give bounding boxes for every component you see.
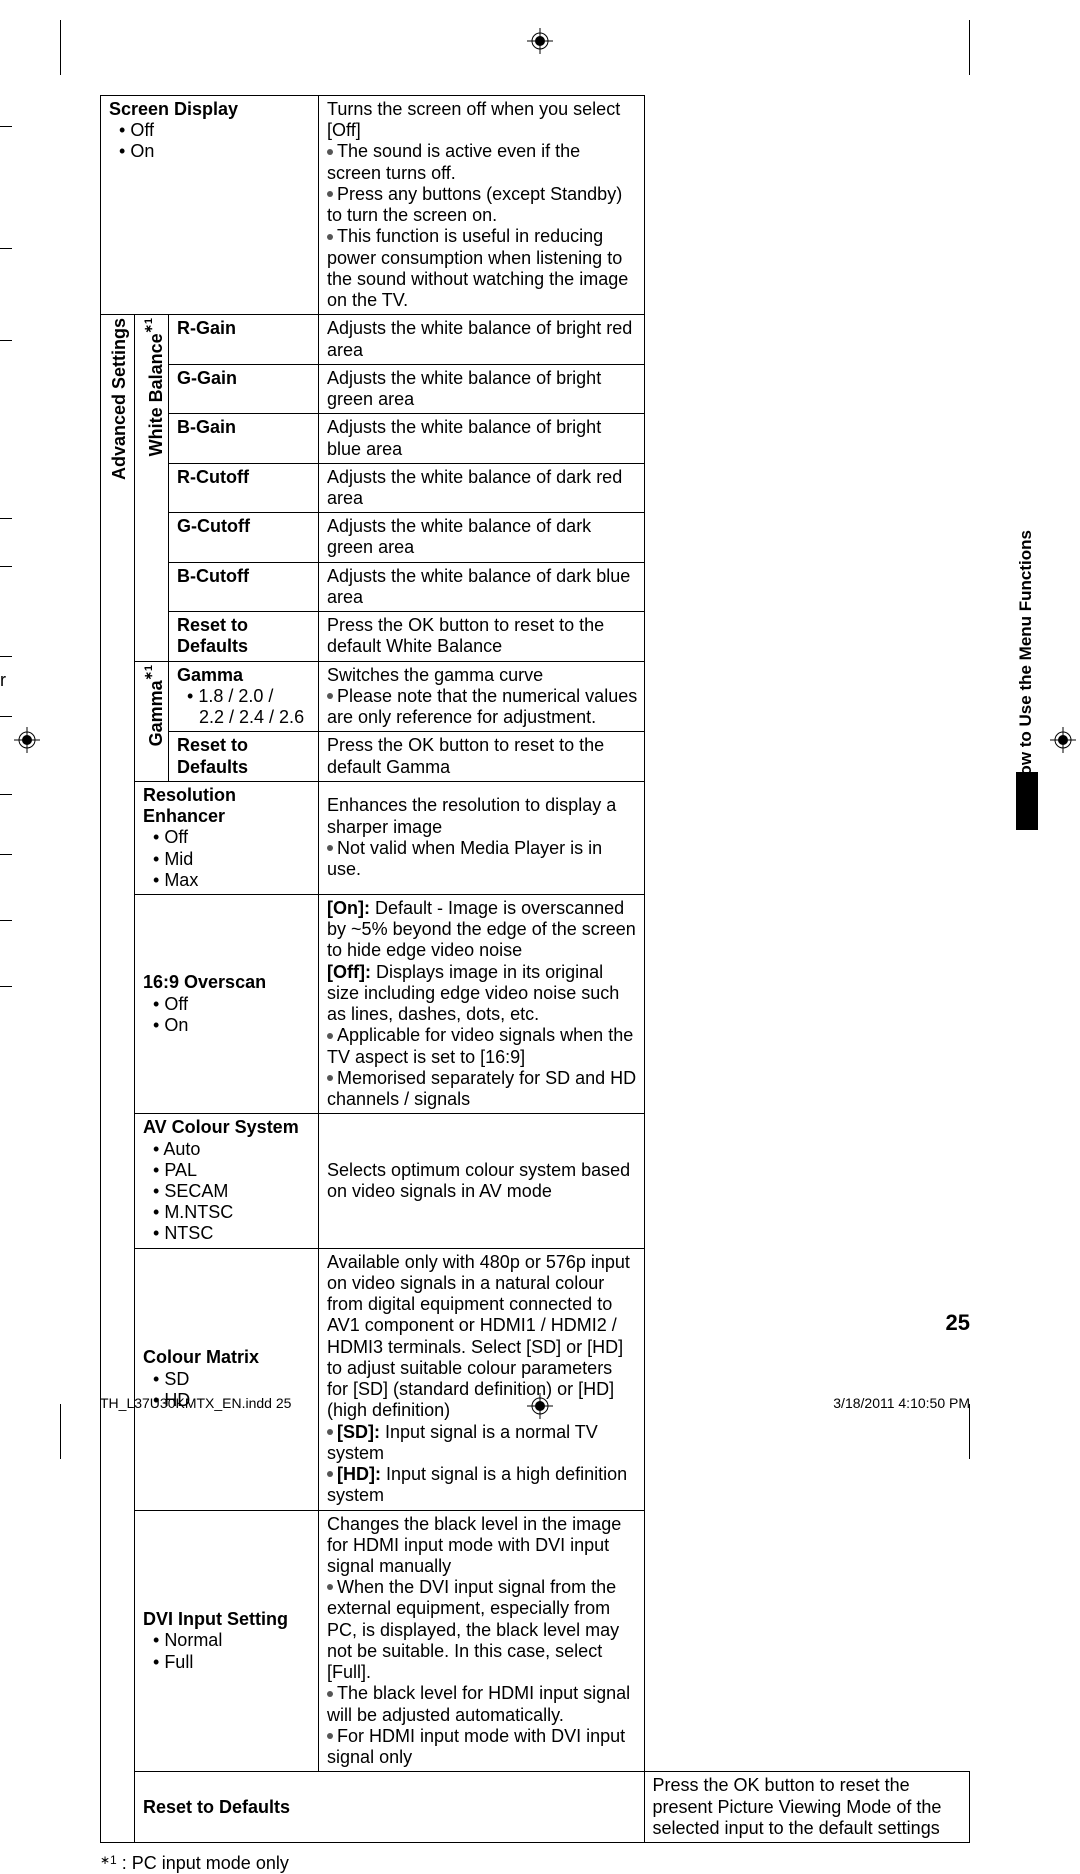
table-row: Reset to Defaults Press the OK button to… bbox=[101, 1772, 970, 1843]
table-row: G-GainAdjusts the white balance of brigh… bbox=[101, 364, 970, 413]
setting-label-cell: Screen Display OffOn bbox=[101, 96, 319, 315]
setting-label: B-Cutoff bbox=[169, 562, 319, 611]
setting-options: NormalFull bbox=[143, 1630, 312, 1672]
footer-file: TH_L37U30KMTX_EN.indd 25 bbox=[100, 1395, 291, 1411]
setting-label: R-Gain bbox=[169, 315, 319, 364]
setting-label: Reset to Defaults bbox=[169, 732, 319, 781]
setting-label-cell: Colour Matrix SDHD bbox=[135, 1248, 319, 1510]
subsection-label-vertical: White Balance∗1 bbox=[135, 315, 169, 661]
setting-desc: Adjusts the white balance of bright red … bbox=[319, 315, 644, 364]
setting-desc: Press the OK button to reset the present… bbox=[644, 1772, 969, 1843]
setting-label: DVI Input Setting bbox=[143, 1609, 288, 1629]
setting-desc-cell: Turns the screen off when you select [Of… bbox=[319, 96, 644, 315]
table-row: Advanced Settings White Balance∗1 R-Gain… bbox=[101, 315, 970, 364]
setting-label-cell: 16:9 Overscan OffOn bbox=[135, 894, 319, 1113]
setting-label: G-Gain bbox=[169, 364, 319, 413]
table-row: Resolution Enhancer OffMidMax Enhances t… bbox=[101, 781, 970, 894]
registration-mark-icon bbox=[527, 28, 553, 54]
setting-desc: Adjusts the white balance of bright gree… bbox=[319, 364, 644, 413]
setting-options: AutoPALSECAMM.NTSCNTSC bbox=[143, 1139, 312, 1245]
table-row: DVI Input Setting NormalFull Changes the… bbox=[101, 1510, 970, 1772]
registration-mark-icon bbox=[14, 727, 40, 753]
setting-label-cell: Resolution Enhancer OffMidMax bbox=[135, 781, 319, 894]
footnote: ∗1 : PC input mode only bbox=[100, 1853, 970, 1874]
setting-label: Resolution Enhancer bbox=[143, 785, 236, 826]
table-row: R-CutoffAdjusts the white balance of dar… bbox=[101, 463, 970, 512]
setting-desc: Press the OK button to reset to the defa… bbox=[319, 732, 644, 781]
crop-mark bbox=[969, 20, 970, 75]
setting-desc-cell: Enhances the resolution to display a sha… bbox=[319, 781, 644, 894]
setting-label: 16:9 Overscan bbox=[143, 972, 266, 992]
subsection-label-vertical: Gamma∗1 bbox=[135, 661, 169, 781]
setting-label: R-Cutoff bbox=[169, 463, 319, 512]
settings-table: Screen Display OffOn Turns the screen of… bbox=[100, 95, 970, 1843]
setting-label: Reset to Defaults bbox=[135, 1772, 645, 1843]
page-number: 25 bbox=[100, 1310, 970, 1336]
setting-desc: Adjusts the white balance of dark blue a… bbox=[319, 562, 644, 611]
table-row: Reset to DefaultsPress the OK button to … bbox=[101, 612, 970, 661]
side-tab-marker bbox=[1016, 772, 1038, 830]
section-label-vertical: Advanced Settings bbox=[101, 315, 135, 1843]
table-row: Reset to Defaults Press the OK button to… bbox=[101, 732, 970, 781]
setting-desc: Adjusts the white balance of dark green … bbox=[319, 513, 644, 562]
table-row: 16:9 Overscan OffOn [On]: Default - Imag… bbox=[101, 894, 970, 1113]
setting-label: AV Colour System bbox=[143, 1117, 299, 1137]
table-row: Screen Display OffOn Turns the screen of… bbox=[101, 96, 970, 315]
side-tab: How to Use the Menu Functions bbox=[1008, 530, 1038, 830]
cutoff-text: r bbox=[0, 670, 6, 691]
setting-options: OffOn bbox=[143, 994, 312, 1036]
table-row: B-CutoffAdjusts the white balance of dar… bbox=[101, 562, 970, 611]
footer-timestamp: 3/18/2011 4:10:50 PM bbox=[833, 1395, 970, 1411]
setting-desc-cell: Switches the gamma curvePlease note that… bbox=[319, 661, 644, 732]
setting-label: Screen Display bbox=[109, 99, 238, 119]
setting-desc: Press the OK button to reset to the defa… bbox=[319, 612, 644, 661]
setting-label: Reset to Defaults bbox=[169, 612, 319, 661]
setting-options: OffOn bbox=[109, 120, 312, 162]
setting-desc-cell: [On]: Default - Image is overscanned by … bbox=[319, 894, 644, 1113]
table-row: B-GainAdjusts the white balance of brigh… bbox=[101, 414, 970, 463]
setting-desc: Selects optimum colour system based on v… bbox=[319, 1114, 644, 1248]
setting-label: Gamma bbox=[177, 665, 243, 685]
setting-label: G-Cutoff bbox=[169, 513, 319, 562]
table-row: G-CutoffAdjusts the white balance of dar… bbox=[101, 513, 970, 562]
print-footer: TH_L37U30KMTX_EN.indd 25 3/18/2011 4:10:… bbox=[100, 1395, 970, 1411]
crop-mark bbox=[60, 20, 61, 75]
setting-label-cell: AV Colour System AutoPALSECAMM.NTSCNTSC bbox=[135, 1114, 319, 1248]
crop-mark bbox=[60, 1404, 61, 1459]
setting-label: Colour Matrix bbox=[143, 1347, 259, 1367]
setting-desc: Adjusts the white balance of bright blue… bbox=[319, 414, 644, 463]
setting-desc-cell: Available only with 480p or 576p input o… bbox=[319, 1248, 644, 1510]
setting-label-cell: DVI Input Setting NormalFull bbox=[135, 1510, 319, 1772]
setting-desc: Adjusts the white balance of dark red ar… bbox=[319, 463, 644, 512]
setting-label-cell: Gamma 1.8 / 2.0 / 2.2 / 2.4 / 2.6 bbox=[169, 661, 319, 732]
setting-desc-cell: Changes the black level in the image for… bbox=[319, 1510, 644, 1772]
setting-label: B-Gain bbox=[169, 414, 319, 463]
table-row: AV Colour System AutoPALSECAMM.NTSCNTSC … bbox=[101, 1114, 970, 1248]
setting-options: OffMidMax bbox=[143, 827, 312, 891]
table-row: Gamma∗1 Gamma 1.8 / 2.0 / 2.2 / 2.4 / 2.… bbox=[101, 661, 970, 732]
setting-options: 1.8 / 2.0 / 2.2 / 2.4 / 2.6 bbox=[177, 686, 312, 728]
table-row: Colour Matrix SDHD Available only with 4… bbox=[101, 1248, 970, 1510]
registration-mark-icon bbox=[1050, 727, 1076, 753]
